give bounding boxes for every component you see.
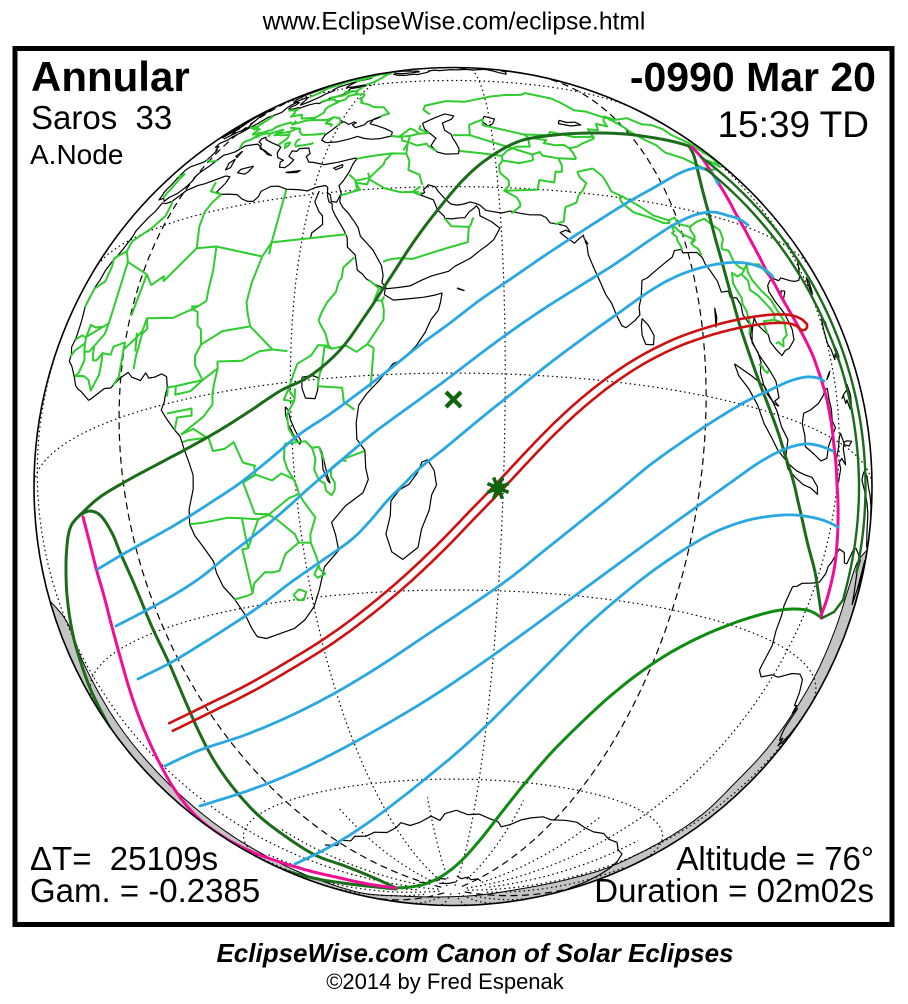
svg-text:EclipseWise.com Canon of Solar: EclipseWise.com Canon of Solar Eclipses xyxy=(216,938,733,968)
svg-text:-0990 Mar 20: -0990 Mar 20 xyxy=(630,54,876,100)
svg-text:Duration = 02m02s: Duration = 02m02s xyxy=(594,872,874,909)
svg-text:Saros 33: Saros 33 xyxy=(31,99,172,136)
svg-text:Annular: Annular xyxy=(31,53,190,100)
svg-text:A.Node: A.Node xyxy=(30,139,123,170)
svg-text:ΔT= 25109s: ΔT= 25109s xyxy=(30,840,218,877)
svg-text:Altitude = 76°: Altitude = 76° xyxy=(676,840,874,877)
svg-text:Gam. = -0.2385: Gam. = -0.2385 xyxy=(30,872,260,909)
svg-text:©2014 by Fred Espenak: ©2014 by Fred Espenak xyxy=(326,969,565,994)
svg-text:www.EclipseWise.com/eclipse.ht: www.EclipseWise.com/eclipse.html xyxy=(262,9,646,36)
svg-text:15:39 TD: 15:39 TD xyxy=(717,104,869,145)
